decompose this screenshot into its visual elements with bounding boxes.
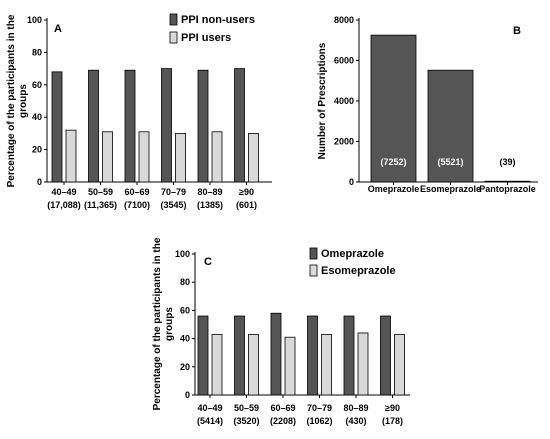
panel-c-bar-s2: [284, 336, 296, 396]
panel-a-panel-letter: A: [54, 23, 62, 35]
panel-a-x-tick-label: 40–49: [51, 187, 76, 197]
panel-c-bar-s1: [307, 315, 318, 396]
panel-a-legend-swatch: [169, 13, 178, 26]
panel-a-bar-s1: [161, 68, 172, 183]
panel-c-bar-s2: [357, 332, 369, 396]
panel-b-data-label: (5521): [437, 157, 463, 167]
panel-a-bar-s2: [102, 131, 113, 183]
panel-c-bar-s1: [270, 312, 282, 396]
panel-c-y-axis-label-line2: groups: [164, 307, 175, 341]
panel-a-y-tick-label: 40: [32, 112, 42, 122]
panel-c-bar-s1: [197, 315, 209, 396]
panel-a-x-count-label: (1385): [197, 200, 223, 210]
panel-a-bar-s2: [211, 131, 223, 183]
panel-c-y-tick-label: 100: [175, 249, 190, 259]
panel-a-bar-s1: [234, 68, 245, 183]
panel-b-y-tick-label: 6000: [334, 56, 354, 66]
panel-a-legend-label: PPI users: [181, 32, 231, 44]
panel-a-bar-s1: [51, 71, 63, 183]
panel-b-data-label: (7252): [380, 157, 406, 167]
panel-c-legend-swatch: [309, 247, 318, 260]
panel-a-legend-swatch: [169, 31, 178, 44]
panel-a-y-axis-label-line2: groups: [18, 84, 29, 118]
panel-a-y-tick-label: 0: [37, 177, 42, 187]
panel-a-y-tick-label: 60: [32, 80, 42, 90]
panel-b-x-tick-label: Esomeprazole: [420, 184, 481, 194]
panel-b-x-tick-label: Omeprazole: [368, 184, 420, 194]
panel-c-bar-s2: [248, 333, 259, 396]
panel-a-x-tick-label: 50–59: [88, 187, 113, 197]
panel-c-bar-s1: [343, 315, 355, 396]
panel-a-y-tick-label: 100: [27, 15, 42, 25]
panel-b-bar: [484, 180, 531, 183]
panel-c-x-tick-label: 70–79: [307, 403, 332, 413]
panel-a-x-tick-label: ≥90: [239, 187, 254, 197]
panel-c-y-tick-label: 20: [180, 362, 190, 372]
panel-c-x-tick-label: 60–69: [270, 403, 295, 413]
panel-a-x-count-label: (601): [236, 200, 257, 210]
panel-a-bar-s2: [138, 131, 150, 183]
panel-c-y-axis-label-line1: Percentage of the participants in the: [152, 237, 163, 410]
panel-c-legend-swatch: [309, 264, 318, 277]
panel-c-bar-s2: [211, 333, 223, 396]
panel-c-y-tick-label: 80: [180, 277, 190, 287]
panel-c-legend-label: Esomeprazole: [321, 265, 396, 277]
panel-a-bar-s2: [65, 129, 77, 183]
panel-a-y-tick-label: 20: [32, 145, 42, 155]
panel-b-bar: [370, 34, 417, 183]
panel-a-bar-s1: [197, 69, 209, 183]
panel-b-panel-letter: B: [513, 25, 521, 37]
panel-c-bar-s2: [394, 333, 405, 396]
panel-c-bar-s1: [380, 315, 391, 396]
panel-b-y-tick-label: 2000: [334, 137, 354, 147]
panel-c-x-count-label: (5414): [197, 416, 223, 426]
panel-a-x-count-label: (17,088): [47, 200, 81, 210]
panel-c-x-count-label: (2208): [270, 416, 296, 426]
panel-a-bar-s1: [124, 69, 136, 183]
panel-a-y-tick-label: 80: [32, 47, 42, 57]
panel-c-bar-s1: [234, 315, 245, 396]
panel-c-x-tick-label: ≥90: [385, 403, 400, 413]
panel-a-x-count-label: (7100): [124, 200, 150, 210]
panel-a-x-count-label: (3545): [160, 200, 186, 210]
panel-c-x-count-label: (1062): [306, 416, 332, 426]
panel-a-x-tick-label: 70–79: [161, 187, 186, 197]
panel-c-y-tick-label: 40: [180, 334, 190, 344]
panel-c-x-tick-label: 50–59: [234, 403, 259, 413]
panel-a-bar-s2: [248, 132, 259, 183]
panel-b-y-tick-label: 8000: [334, 15, 354, 25]
panel-c-legend-label: Omeprazole: [321, 248, 384, 260]
panel-b-x-tick-label: Pantoprazole: [479, 184, 536, 194]
panel-a-x-tick-label: 60–69: [124, 187, 149, 197]
panel-a-bar-s1: [88, 69, 99, 183]
panel-a-x-count-label: (11,365): [84, 200, 117, 210]
panel-c-panel-letter: C: [204, 256, 212, 268]
panel-c-y-tick-label: 0: [185, 390, 190, 400]
panel-c-x-tick-label: 80–89: [343, 403, 368, 413]
panel-b-y-tick-label: 4000: [334, 96, 354, 106]
panel-b-data-label: (39): [499, 157, 515, 167]
panel-c-x-count-label: (178): [382, 416, 403, 426]
panel-b-y-axis-label: Number of Prescriptions: [317, 42, 328, 159]
panel-c-y-tick-label: 60: [180, 305, 190, 315]
panel-a-x-tick-label: 80–89: [197, 187, 222, 197]
panel-c-x-count-label: (430): [345, 416, 366, 426]
panel-a-bar-s2: [175, 132, 186, 183]
panel-c-bar-s2: [321, 333, 332, 396]
panel-a-y-axis-label-line1: Percentage of the participants in the: [6, 14, 17, 187]
panel-c-x-tick-label: 40–49: [197, 403, 222, 413]
panel-b-y-tick-label: 0: [349, 177, 354, 187]
panel-a-legend-label: PPI non-users: [181, 14, 255, 26]
panel-c-x-count-label: (3520): [233, 416, 259, 426]
